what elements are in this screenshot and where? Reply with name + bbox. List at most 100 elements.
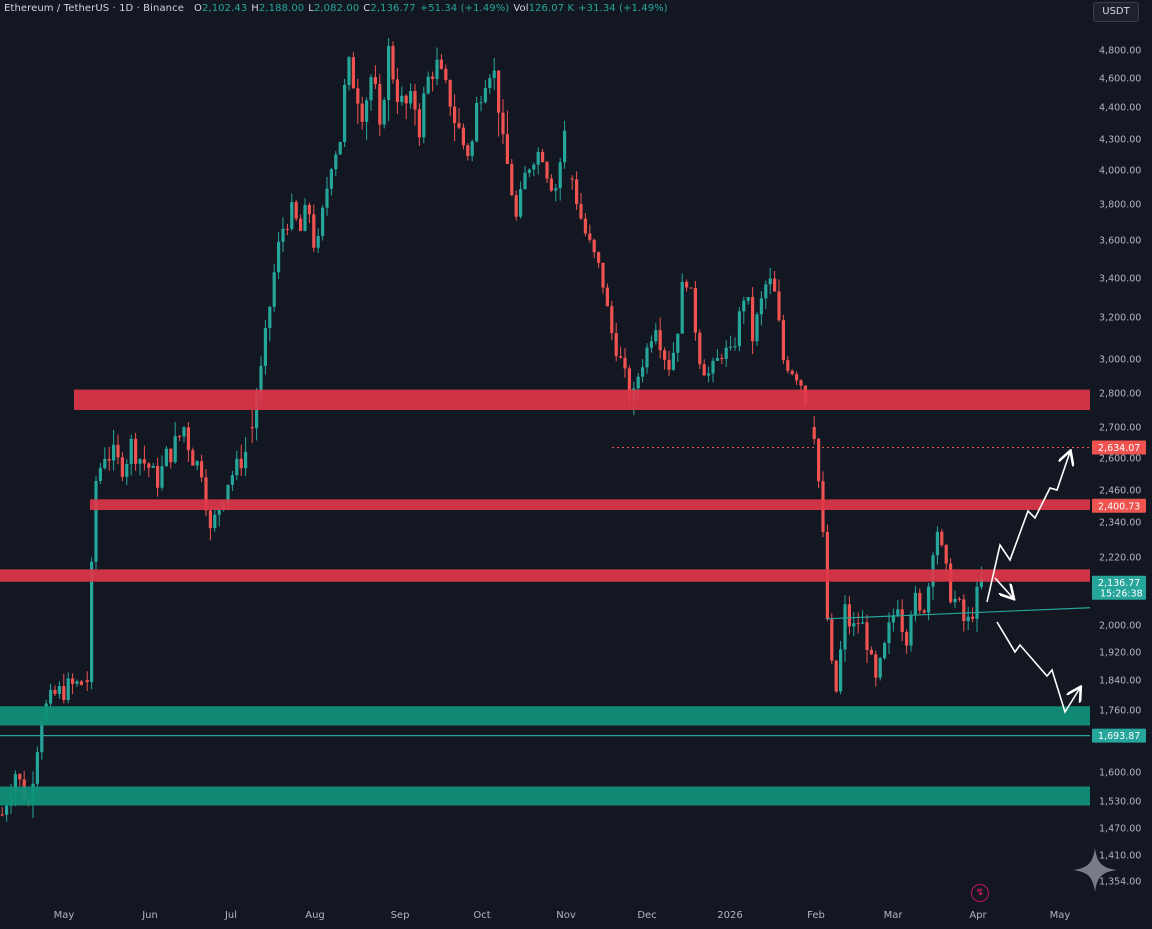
price-label-countdown: 15:26:38: [1100, 589, 1143, 600]
candle-body: [268, 306, 272, 329]
candle-body: [768, 278, 772, 285]
candle-body: [610, 306, 614, 334]
candle-body: [786, 360, 790, 371]
candle-body: [230, 475, 234, 485]
candle-body: [281, 228, 285, 242]
candle-body: [927, 586, 931, 613]
candle-body: [62, 686, 66, 701]
candle-body: [321, 207, 325, 236]
currency-selector[interactable]: USDT: [1093, 2, 1139, 22]
candle-body: [698, 332, 702, 365]
candle-body: [435, 59, 439, 79]
y-tick-label: 4,600.00: [1099, 74, 1141, 85]
price-label-box: [1092, 440, 1146, 455]
candle-body: [391, 45, 395, 80]
candle-body: [347, 57, 351, 85]
candle-body: [208, 510, 212, 529]
candle-body: [492, 70, 496, 79]
legend-change: +51.34 (+1.49%): [419, 3, 510, 14]
candle-body: [151, 465, 155, 468]
candle-body: [53, 689, 57, 694]
x-tick-label: Nov: [556, 910, 576, 921]
candle-body: [843, 604, 847, 650]
y-tick-label: 4,000.00: [1099, 166, 1141, 177]
candle-body: [75, 681, 79, 684]
candle-body: [724, 347, 728, 359]
candle-body: [387, 45, 391, 101]
candle-body: [742, 300, 746, 312]
candle-body: [715, 358, 719, 361]
candle-body: [588, 233, 592, 240]
legend-symbol[interactable]: Ethereum / TetherUS · 1D · Binance: [4, 3, 184, 14]
candle-body: [702, 364, 706, 376]
candle-body: [830, 619, 834, 661]
y-tick-label: 4,400.00: [1099, 103, 1141, 114]
candle-body: [575, 179, 579, 204]
legend-low-label: L: [308, 3, 314, 14]
candle-body: [244, 451, 248, 469]
candle-body: [905, 632, 909, 646]
candle-body: [134, 438, 138, 464]
candle-body: [852, 623, 856, 627]
candle-body: [417, 109, 421, 138]
candle-body: [13, 774, 17, 796]
lines-layer: [0, 446, 1091, 737]
candle-body: [255, 392, 259, 429]
candle-body: [312, 214, 316, 248]
candle-body: [426, 76, 430, 94]
symbol-legend: Ethereum / TetherUS · 1D · Binance O 2,1…: [4, 3, 668, 14]
candle-body: [627, 368, 631, 399]
candle-body: [614, 333, 618, 357]
candle-body: [641, 367, 645, 377]
candle-body: [878, 658, 882, 678]
candle-body: [299, 218, 303, 231]
candle-body: [120, 457, 124, 477]
bearish-projection-arrow: [996, 621, 1080, 714]
candle-body: [979, 578, 983, 587]
candle-body: [329, 169, 333, 189]
candle-body: [239, 458, 243, 469]
candle-body: [422, 93, 426, 138]
candle-body: [558, 162, 562, 189]
candle-body: [395, 79, 399, 103]
candle-body: [759, 298, 763, 315]
x-tick-label: 2026: [717, 910, 742, 921]
candle-body: [294, 202, 298, 219]
price-label-box: [1092, 498, 1146, 513]
candle-body: [918, 592, 922, 611]
x-tick-label: Dec: [637, 910, 656, 921]
candle-body: [799, 380, 803, 386]
candle-body: [865, 622, 869, 650]
candle-body: [138, 459, 142, 464]
candle-body: [378, 83, 382, 125]
price-axis[interactable]: 4,800.00 4,600.00 4,400.00 4,300.00 4,000.00…: [1099, 46, 1141, 888]
candle-body: [636, 376, 640, 389]
y-tick-label: 2,220.00: [1099, 553, 1141, 564]
candle-body: [250, 427, 254, 429]
candle-body: [755, 314, 759, 342]
flash-icon[interactable]: ↯: [971, 884, 989, 902]
candle-body: [944, 545, 948, 564]
candle-body: [733, 346, 737, 348]
candle-body: [475, 102, 479, 142]
candle-body: [554, 188, 558, 191]
price-label: 2,136.77: [1098, 578, 1140, 589]
legend-close-label: C: [363, 3, 371, 14]
candle-body: [272, 272, 276, 307]
candle-body: [541, 151, 545, 163]
candle-body: [382, 100, 386, 125]
time-axis[interactable]: May Jun Jul Aug Sep Oct Nov Dec 2026 Feb Mar Apr May: [54, 910, 1071, 921]
candle-body: [57, 686, 61, 694]
y-tick-label: 1,470.00: [1099, 824, 1141, 835]
y-tick-label: 3,200.00: [1099, 313, 1141, 324]
candle-body: [457, 123, 461, 128]
candle-body: [290, 202, 294, 229]
candle-body: [5, 805, 9, 815]
candle-body: [527, 169, 531, 173]
candle-body: [887, 622, 891, 644]
zones-layer: [0, 389, 1090, 806]
candle-body: [971, 616, 975, 619]
